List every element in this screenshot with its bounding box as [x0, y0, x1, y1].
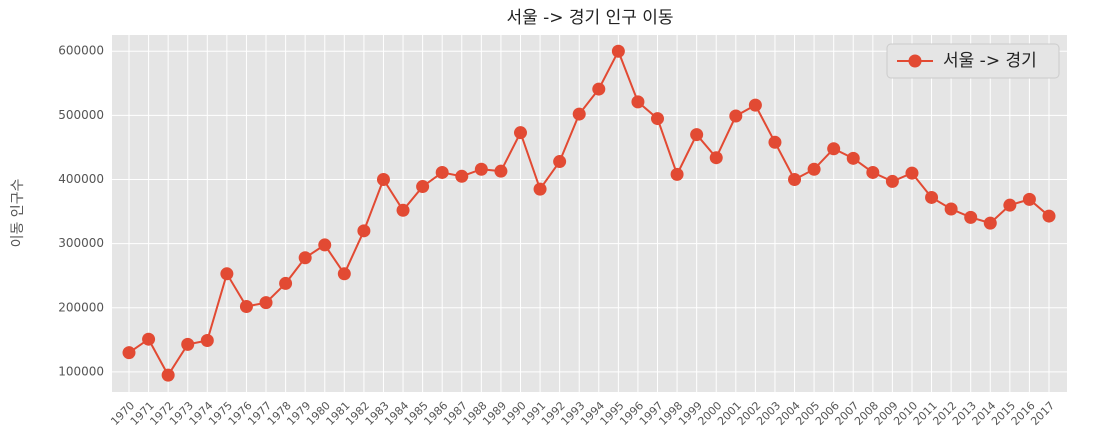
data-point	[983, 216, 997, 230]
data-point	[161, 368, 175, 382]
data-point	[396, 203, 410, 217]
data-point	[592, 82, 606, 96]
data-point	[220, 267, 234, 281]
data-point	[631, 95, 645, 109]
data-point	[709, 151, 723, 165]
data-point	[807, 162, 821, 176]
y-tick-label: 300000	[58, 236, 104, 250]
data-point	[651, 112, 665, 126]
data-point	[357, 224, 371, 238]
legend-label: 서울 -> 경기	[943, 51, 1037, 71]
data-point	[279, 276, 293, 290]
y-axis-label: 이동 인구수	[10, 178, 26, 247]
data-point	[846, 151, 860, 165]
data-point	[572, 107, 586, 121]
data-point	[690, 128, 704, 142]
legend-marker	[908, 54, 922, 68]
data-point	[925, 190, 939, 204]
data-point	[181, 337, 195, 351]
data-point	[455, 169, 469, 183]
data-point	[729, 109, 743, 123]
data-point	[318, 238, 332, 252]
legend-box	[886, 43, 1060, 79]
data-point	[1022, 192, 1036, 206]
data-point	[788, 173, 802, 187]
data-point	[670, 167, 684, 181]
data-point	[200, 333, 214, 347]
data-point	[298, 251, 312, 265]
data-point	[122, 346, 136, 360]
data-point	[435, 165, 449, 179]
y-tick-label: 600000	[58, 44, 104, 58]
y-tick-label: 200000	[58, 300, 104, 314]
data-point	[944, 202, 958, 216]
data-point	[416, 180, 430, 194]
data-point	[376, 173, 390, 187]
data-point	[513, 126, 527, 140]
chart-title: 서울 -> 경기 인구 이동	[506, 8, 673, 28]
data-point	[866, 165, 880, 179]
y-tick-label: 100000	[58, 364, 104, 378]
plot-area	[112, 35, 1067, 392]
data-point	[337, 267, 351, 281]
data-point	[239, 300, 253, 314]
data-point	[494, 164, 508, 178]
data-point	[142, 332, 156, 346]
data-point	[611, 44, 625, 58]
data-point	[748, 98, 762, 112]
data-point	[1042, 209, 1056, 223]
data-point	[1003, 198, 1017, 212]
y-tick-label: 500000	[58, 108, 104, 122]
data-point	[885, 174, 899, 188]
data-point	[474, 162, 488, 176]
data-point	[905, 166, 919, 180]
data-point	[768, 135, 782, 149]
data-point	[827, 142, 841, 156]
data-point	[553, 155, 567, 169]
y-tick-label: 400000	[58, 172, 104, 186]
data-point	[964, 210, 978, 224]
data-point	[533, 182, 547, 196]
data-point	[259, 296, 273, 310]
